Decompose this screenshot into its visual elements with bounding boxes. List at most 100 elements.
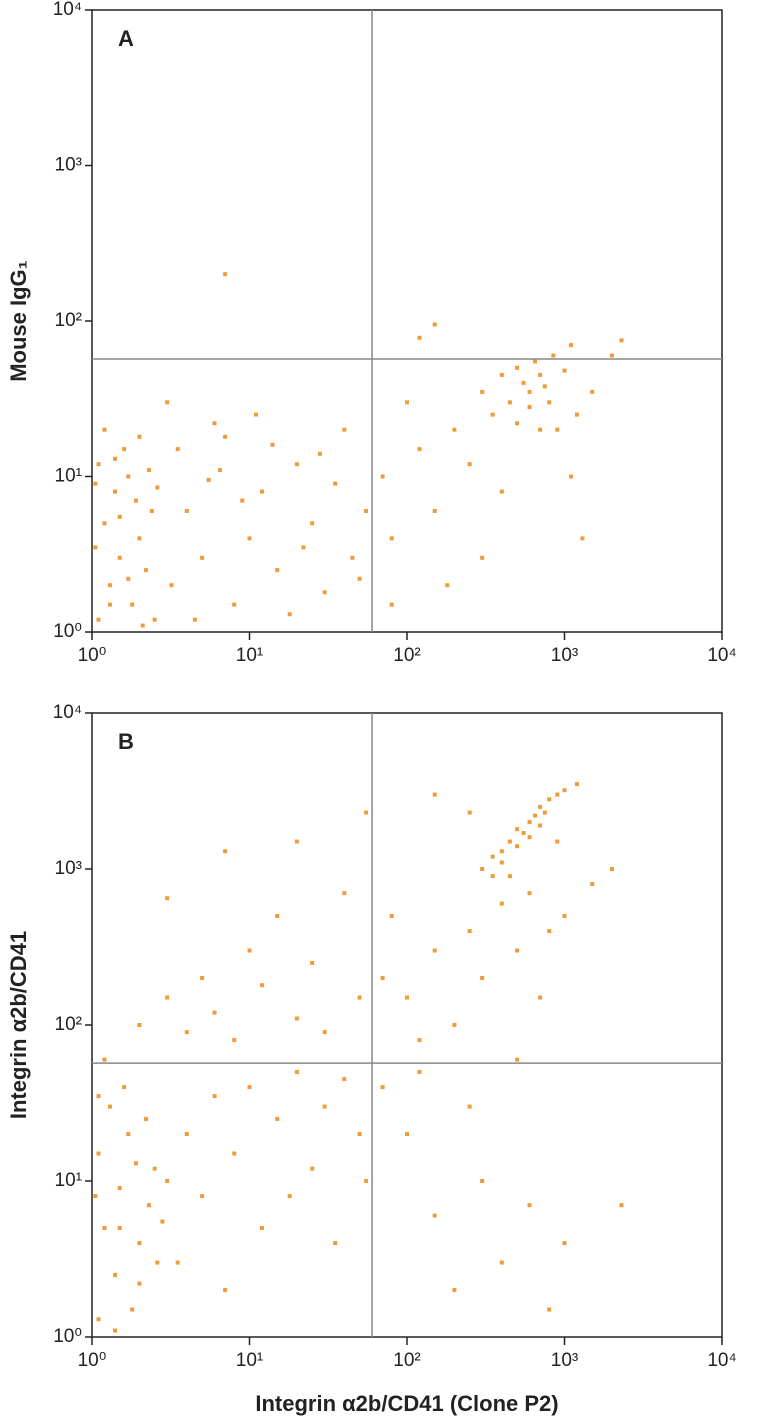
point	[452, 427, 457, 432]
point	[333, 1241, 338, 1246]
point	[240, 498, 245, 503]
point	[212, 1094, 217, 1099]
point	[467, 810, 472, 815]
point	[200, 555, 205, 560]
y-tick-label: 10⁰	[53, 1326, 82, 1347]
x-tick-label: 10¹	[236, 645, 263, 666]
point	[452, 1288, 457, 1293]
point	[93, 481, 98, 486]
point	[405, 1132, 409, 1137]
point	[165, 400, 170, 405]
point	[93, 545, 98, 550]
point	[515, 421, 520, 426]
point	[609, 867, 614, 871]
point	[223, 1288, 228, 1293]
point	[521, 831, 526, 836]
point	[102, 1225, 107, 1230]
point	[322, 1104, 327, 1109]
point	[417, 1069, 422, 1074]
point	[432, 948, 437, 953]
point	[527, 1203, 532, 1208]
point	[96, 1151, 101, 1156]
point	[192, 617, 197, 622]
point	[527, 820, 532, 825]
point	[113, 456, 118, 461]
point	[107, 602, 112, 607]
point	[364, 1179, 369, 1183]
point	[137, 1023, 142, 1027]
point	[538, 372, 543, 377]
point	[547, 1307, 552, 1312]
point	[569, 343, 574, 348]
x-tick-label: 10⁰	[78, 645, 107, 666]
point	[287, 612, 292, 617]
point	[551, 353, 556, 358]
point	[310, 960, 315, 965]
point	[547, 797, 552, 802]
y-tick-label: 10³	[55, 858, 82, 879]
point	[467, 462, 472, 467]
point	[232, 602, 237, 607]
point	[619, 1203, 624, 1208]
point	[342, 891, 347, 896]
point	[538, 427, 543, 432]
panel-letter: B	[118, 729, 134, 754]
point	[247, 948, 252, 953]
point	[184, 1132, 189, 1137]
point	[146, 468, 151, 473]
point	[432, 1213, 437, 1218]
point	[169, 583, 174, 588]
point	[515, 844, 520, 849]
point	[515, 948, 520, 953]
point	[322, 1030, 327, 1035]
point	[467, 929, 472, 934]
point	[562, 913, 567, 918]
point	[432, 508, 437, 513]
point	[357, 1132, 362, 1137]
point	[590, 389, 595, 394]
point	[555, 427, 560, 432]
point	[301, 545, 306, 550]
point	[259, 489, 264, 494]
point	[527, 404, 532, 409]
point	[432, 322, 437, 327]
point	[310, 1166, 315, 1171]
y-tick-label: 10⁴	[53, 0, 82, 20]
point	[364, 508, 369, 513]
point	[165, 896, 170, 901]
point	[102, 521, 107, 526]
point	[333, 481, 338, 486]
point	[569, 474, 574, 479]
x-tick-label: 10²	[393, 645, 420, 666]
point	[200, 1194, 205, 1199]
point	[538, 804, 543, 809]
point	[247, 1085, 252, 1090]
point	[480, 555, 485, 560]
point	[547, 400, 552, 405]
x-tick-label: 10⁰	[78, 1350, 107, 1371]
point	[143, 568, 148, 573]
point	[380, 976, 385, 981]
point	[547, 929, 552, 934]
point	[117, 555, 122, 560]
point	[499, 489, 504, 494]
x-tick-label: 10³	[551, 645, 578, 666]
point	[445, 583, 450, 588]
point	[562, 1241, 567, 1246]
point	[389, 536, 394, 541]
y-tick-label: 10⁰	[53, 621, 82, 642]
point	[499, 1260, 504, 1265]
point	[490, 874, 495, 879]
point	[247, 536, 252, 541]
point	[275, 568, 280, 573]
point	[490, 854, 495, 859]
point	[432, 792, 437, 797]
point	[259, 983, 264, 988]
point	[137, 1241, 142, 1246]
point	[562, 368, 567, 373]
point	[107, 583, 112, 588]
point	[527, 389, 532, 394]
point	[342, 1077, 347, 1082]
point	[137, 434, 142, 439]
point	[507, 874, 512, 879]
